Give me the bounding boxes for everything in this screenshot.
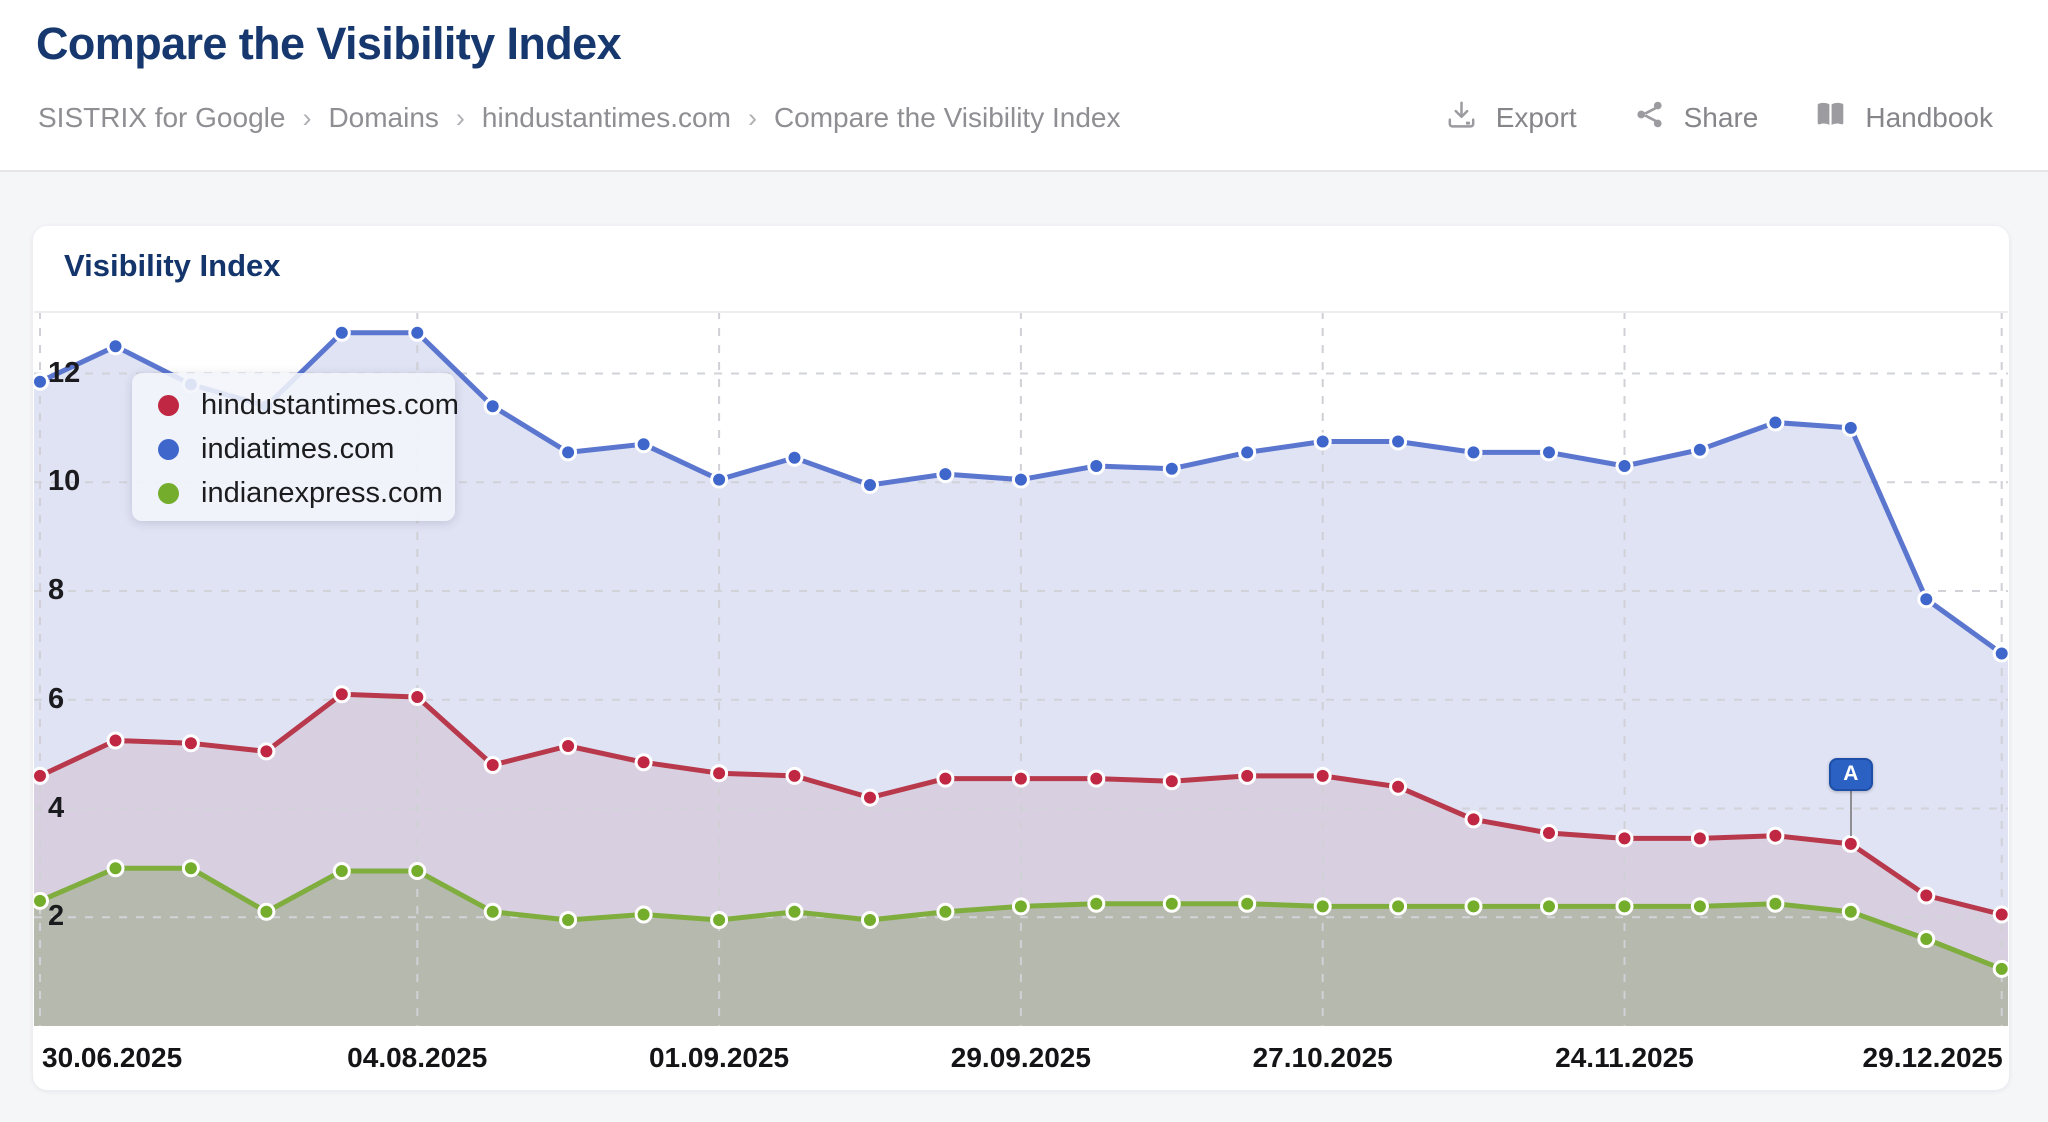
y-axis-label: 4 (48, 791, 65, 824)
y-axis-label: 12 (48, 356, 81, 389)
y-axis-label: 8 (48, 573, 65, 606)
y-axis-label: 2 (48, 900, 65, 933)
y-axis-label: 10 (48, 465, 81, 498)
share-icon (1633, 98, 1666, 138)
breadcrumb-item[interactable]: Compare the Visibility Index (773, 102, 1121, 133)
breadcrumb-item[interactable]: Domains (328, 102, 439, 133)
x-axis-label: 24.11.2025 (1555, 1042, 1694, 1073)
x-axis-label: 30.06.2025 (42, 1042, 183, 1073)
plot-area: 2 4 6 8 10 12 hindustantimes.com indiatimes.co… (34, 311, 2008, 1026)
x-axis-label: 04.08.2025 (347, 1042, 488, 1073)
breadcrumb-separator: › (747, 102, 757, 133)
legend-label: indiatimes.com (201, 432, 395, 465)
chart-title: Visibility Index (64, 248, 281, 283)
annotation-pill-A[interactable]: A (1828, 757, 1873, 791)
book-icon (1814, 98, 1847, 138)
annotation-stem (1849, 789, 1852, 836)
legend-dot-icon (158, 394, 179, 416)
handbook-button[interactable]: Handbook (1814, 98, 1993, 138)
legend-label: hindustantimes.com (201, 388, 459, 421)
visibility-index-card: Visibility Index 2 4 6 8 10 12 hindustantimes… (33, 226, 2009, 1090)
legend-dot-icon (158, 482, 179, 504)
y-axis-label: 6 (48, 682, 65, 715)
x-axis-label: 29.12.2025 (1862, 1042, 2003, 1073)
export-label: Export (1495, 102, 1577, 133)
chart-legend: hindustantimes.com indiatimes.com indianex… (132, 373, 459, 521)
breadcrumb-item[interactable]: SISTRIX for Google (38, 102, 286, 133)
breadcrumb-separator: › (455, 102, 465, 133)
page-title: Compare the Visibility Index (36, 18, 622, 69)
x-axis-labels: 30.06.2025 04.08.2025 01.09.2025 29.09.2025… (34, 1026, 2008, 1090)
share-button[interactable]: Share (1633, 98, 1759, 138)
x-axis-label: 01.09.2025 (648, 1042, 790, 1073)
download-icon (1445, 98, 1478, 138)
export-button[interactable]: Export (1445, 98, 1577, 138)
legend-item[interactable]: indiatimes.com (158, 427, 455, 471)
share-label: Share (1683, 102, 1759, 133)
legend-label: indianexpress.com (201, 476, 443, 509)
legend-item[interactable]: hindustantimes.com (158, 383, 459, 427)
legend-dot-icon (158, 438, 179, 460)
header-actions: Export Share Handbook (1445, 98, 1993, 138)
breadcrumb-separator: › (302, 102, 312, 133)
handbook-label: Handbook (1865, 102, 1993, 133)
page-header: Compare the Visibility Index SISTRIX for… (0, 0, 2048, 172)
legend-item[interactable]: indianexpress.com (158, 471, 455, 515)
x-axis-label: 29.09.2025 (950, 1042, 1091, 1073)
visibility-chart[interactable] (34, 311, 2008, 1026)
breadcrumb-item[interactable]: hindustantimes.com (481, 102, 731, 133)
breadcrumb: SISTRIX for Google › Domains › hindustantime… (38, 102, 1120, 134)
x-axis-label: 27.10.2025 (1252, 1042, 1393, 1073)
